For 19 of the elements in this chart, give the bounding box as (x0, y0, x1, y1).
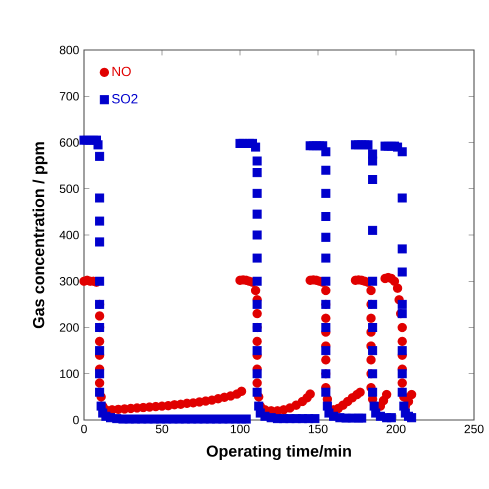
y-tick-label: 800 (60, 46, 79, 54)
y-axis-title: Gas concentration / ppm (32, 142, 48, 328)
y-tick-label: 600 (60, 138, 79, 147)
y-tick-label: 500 (60, 184, 79, 194)
x-axis-title: Operating time/min (206, 445, 351, 460)
x-tick-label: 100 (230, 424, 250, 434)
legend-label: NO (112, 66, 131, 76)
y-tick-label: 100 (60, 369, 79, 378)
y-tick-label: 0 (73, 416, 79, 424)
x-tick-label: 250 (464, 424, 484, 434)
y-tick-label: 400 (60, 230, 79, 240)
legend-label: SO2 (112, 94, 138, 104)
x-tick-label: 200 (386, 424, 406, 434)
y-tick-label: 700 (60, 92, 79, 101)
y-tick-label: 200 (60, 323, 79, 332)
x-tick-label: 0 (81, 424, 87, 434)
x-tick-label: 150 (308, 424, 328, 434)
x-tick-label: 50 (156, 424, 168, 434)
y-tick-label: 300 (60, 277, 79, 286)
